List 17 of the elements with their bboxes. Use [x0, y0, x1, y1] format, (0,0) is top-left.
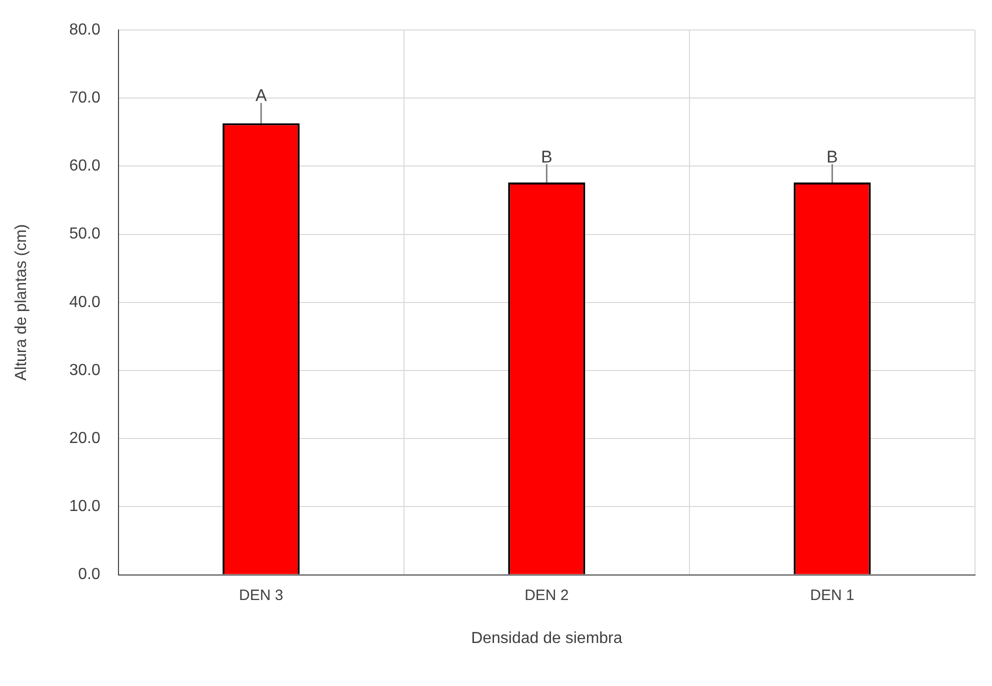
y-tick-label: 60.0 [69, 158, 100, 175]
y-tick-label: 40.0 [69, 294, 100, 311]
annotation: B [541, 147, 552, 166]
annotation: A [255, 86, 268, 106]
y-tick-label: 50.0 [69, 226, 100, 243]
y-tick-label: 0.0 [78, 566, 100, 584]
y-tick-label: 20.0 [69, 430, 100, 448]
annotation: B [826, 147, 838, 166]
y-tick-label: 80.0 [69, 21, 100, 38]
x-axis-title: Densidad de siembra [471, 630, 622, 647]
x-tick-label: DEN 2 [524, 586, 569, 604]
x-tick-label: DEN 1 [810, 586, 854, 604]
y-tick-label: 70.0 [69, 90, 100, 107]
y-axis-title: Altura de plantas (cm) [13, 224, 30, 381]
y-tick-label: 10.0 [69, 498, 100, 516]
x-tick-label: DEN 3 [239, 586, 284, 604]
y-tick-label: 30.0 [69, 362, 100, 379]
